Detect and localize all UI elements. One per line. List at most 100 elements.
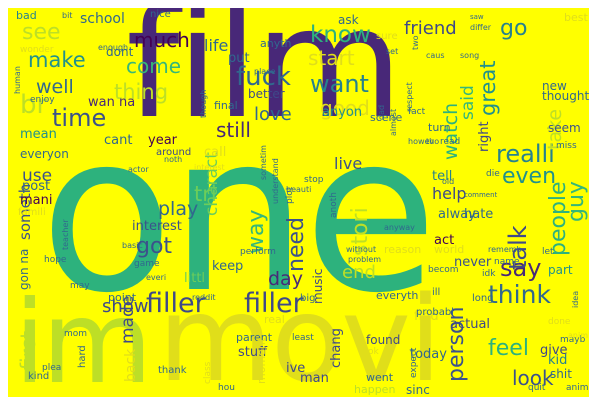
word-scene: scene [370, 111, 403, 124]
word-saw: saw [470, 13, 484, 21]
word-ok: ok [368, 347, 379, 357]
word-kid: kid [548, 353, 568, 368]
word-time: time [52, 104, 107, 132]
word-hou: hou [218, 383, 235, 393]
word-kind: kind [28, 371, 50, 382]
word-human: human [13, 66, 22, 94]
word-call: call [204, 145, 227, 160]
word-start: start [308, 46, 355, 70]
word-know: know [310, 22, 371, 48]
word-anyway: anyway [384, 223, 415, 232]
word-reddit: reddit [192, 293, 216, 302]
word-end: end [342, 262, 376, 283]
word-reason: reason [384, 243, 422, 256]
word-everi: everi [146, 273, 167, 282]
word-ill: ill [432, 287, 441, 298]
word-anyon: anyon [322, 105, 363, 120]
word-actual: actual [450, 317, 491, 332]
word-set: set [386, 47, 399, 56]
word-two: two [411, 35, 420, 50]
word-want: want [310, 70, 369, 98]
word-though: though [199, 89, 208, 118]
word-give: give [540, 343, 568, 358]
word-sometim: sometim [259, 145, 268, 180]
word-movi: movi [158, 270, 442, 397]
word-anyth: anyth [260, 37, 292, 50]
word-dad: dad [377, 104, 386, 120]
word-hope: hope [44, 255, 67, 265]
word-said: said [458, 85, 478, 120]
word-guy: guy [564, 181, 589, 222]
word-problem: problem [348, 255, 382, 264]
word-done: done [548, 317, 571, 327]
word-year: year [148, 133, 178, 148]
word-understand: understand [271, 158, 280, 204]
word-real: real [264, 313, 285, 326]
word-noth: noth [164, 155, 183, 164]
word-keep: keep [212, 259, 244, 274]
word-filler-2: filler [244, 288, 304, 319]
word-back: back [123, 348, 139, 382]
word-respect: respect [405, 82, 414, 112]
word-caus: caus [426, 51, 445, 60]
word-enjoy: enjoy [30, 95, 55, 105]
word-love: love [254, 104, 292, 125]
word-im: im [14, 276, 153, 398]
word-without: without [346, 245, 377, 254]
word-fact: fact [408, 107, 426, 117]
word-even: even [502, 164, 557, 189]
word-point: point [108, 291, 137, 304]
word-realli: realli [496, 140, 555, 168]
word-becom: becom [428, 265, 459, 275]
word-much: much [134, 28, 190, 52]
word-feel: feel [488, 336, 529, 361]
word-stop: stop [304, 175, 324, 185]
word-mean: mean [20, 127, 57, 142]
word-alway: alway [438, 207, 476, 222]
word-cloud: one film movi im filler filler fuck want… [8, 8, 589, 397]
word-final: final [214, 99, 238, 112]
word-well: well [36, 76, 74, 98]
word-play: play [158, 198, 199, 220]
word-wan-na: wan na [88, 95, 136, 110]
word-basic: basic [122, 241, 143, 250]
word-come: come [126, 54, 182, 78]
word-still: still [216, 118, 251, 142]
word-plea: plea [42, 363, 62, 373]
word-famili: famili [18, 207, 46, 218]
word-thing: thing [114, 80, 169, 104]
word-tho: tho [426, 137, 440, 146]
word-everyth: everyth [376, 289, 419, 302]
word-br: br [20, 90, 48, 120]
word-day: day [268, 268, 303, 290]
word-never: never [454, 255, 492, 270]
word-moment: moment [255, 337, 268, 384]
word-great: great [476, 60, 500, 116]
word-old: old [442, 177, 455, 186]
word-song: song [460, 51, 480, 60]
word-parent: parent [236, 331, 273, 344]
word-enough: enough [98, 43, 129, 52]
word-post: post [22, 179, 51, 194]
word-look: look [512, 366, 554, 390]
word-ask: ask [338, 13, 359, 27]
word-friend: friend [404, 18, 457, 39]
word-cant: cant [104, 133, 133, 148]
word-hate: hate [464, 207, 494, 222]
word-part: part [548, 263, 573, 277]
word-name: name [494, 257, 520, 267]
word-best: best [564, 11, 588, 24]
word-differ: differ [470, 23, 492, 32]
word-seem: seem [548, 121, 581, 135]
word-today: today [410, 347, 447, 362]
word-around: around [156, 147, 192, 158]
word-mayb: mayb [560, 335, 586, 345]
word-anim: anim [566, 383, 589, 393]
word-teacher: teacher [61, 219, 70, 250]
word-comment: comment [464, 191, 498, 199]
word-expect: expect [409, 347, 419, 378]
word-let: let [542, 247, 554, 257]
word-got: got [136, 234, 173, 259]
word-beauti: beauti [286, 185, 312, 194]
word-die: die [486, 169, 500, 179]
